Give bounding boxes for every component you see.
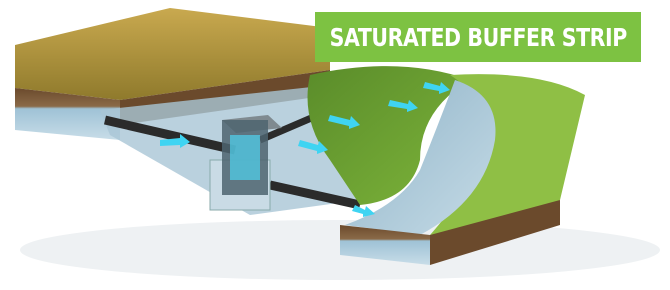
structure-water xyxy=(230,135,260,180)
title: SATURATED BUFFER STRIP xyxy=(329,23,626,52)
title-banner: SATURATED BUFFER STRIP xyxy=(315,12,641,62)
page: {"title": "SATURATED BUFFER STRIP"} xyxy=(0,0,670,290)
